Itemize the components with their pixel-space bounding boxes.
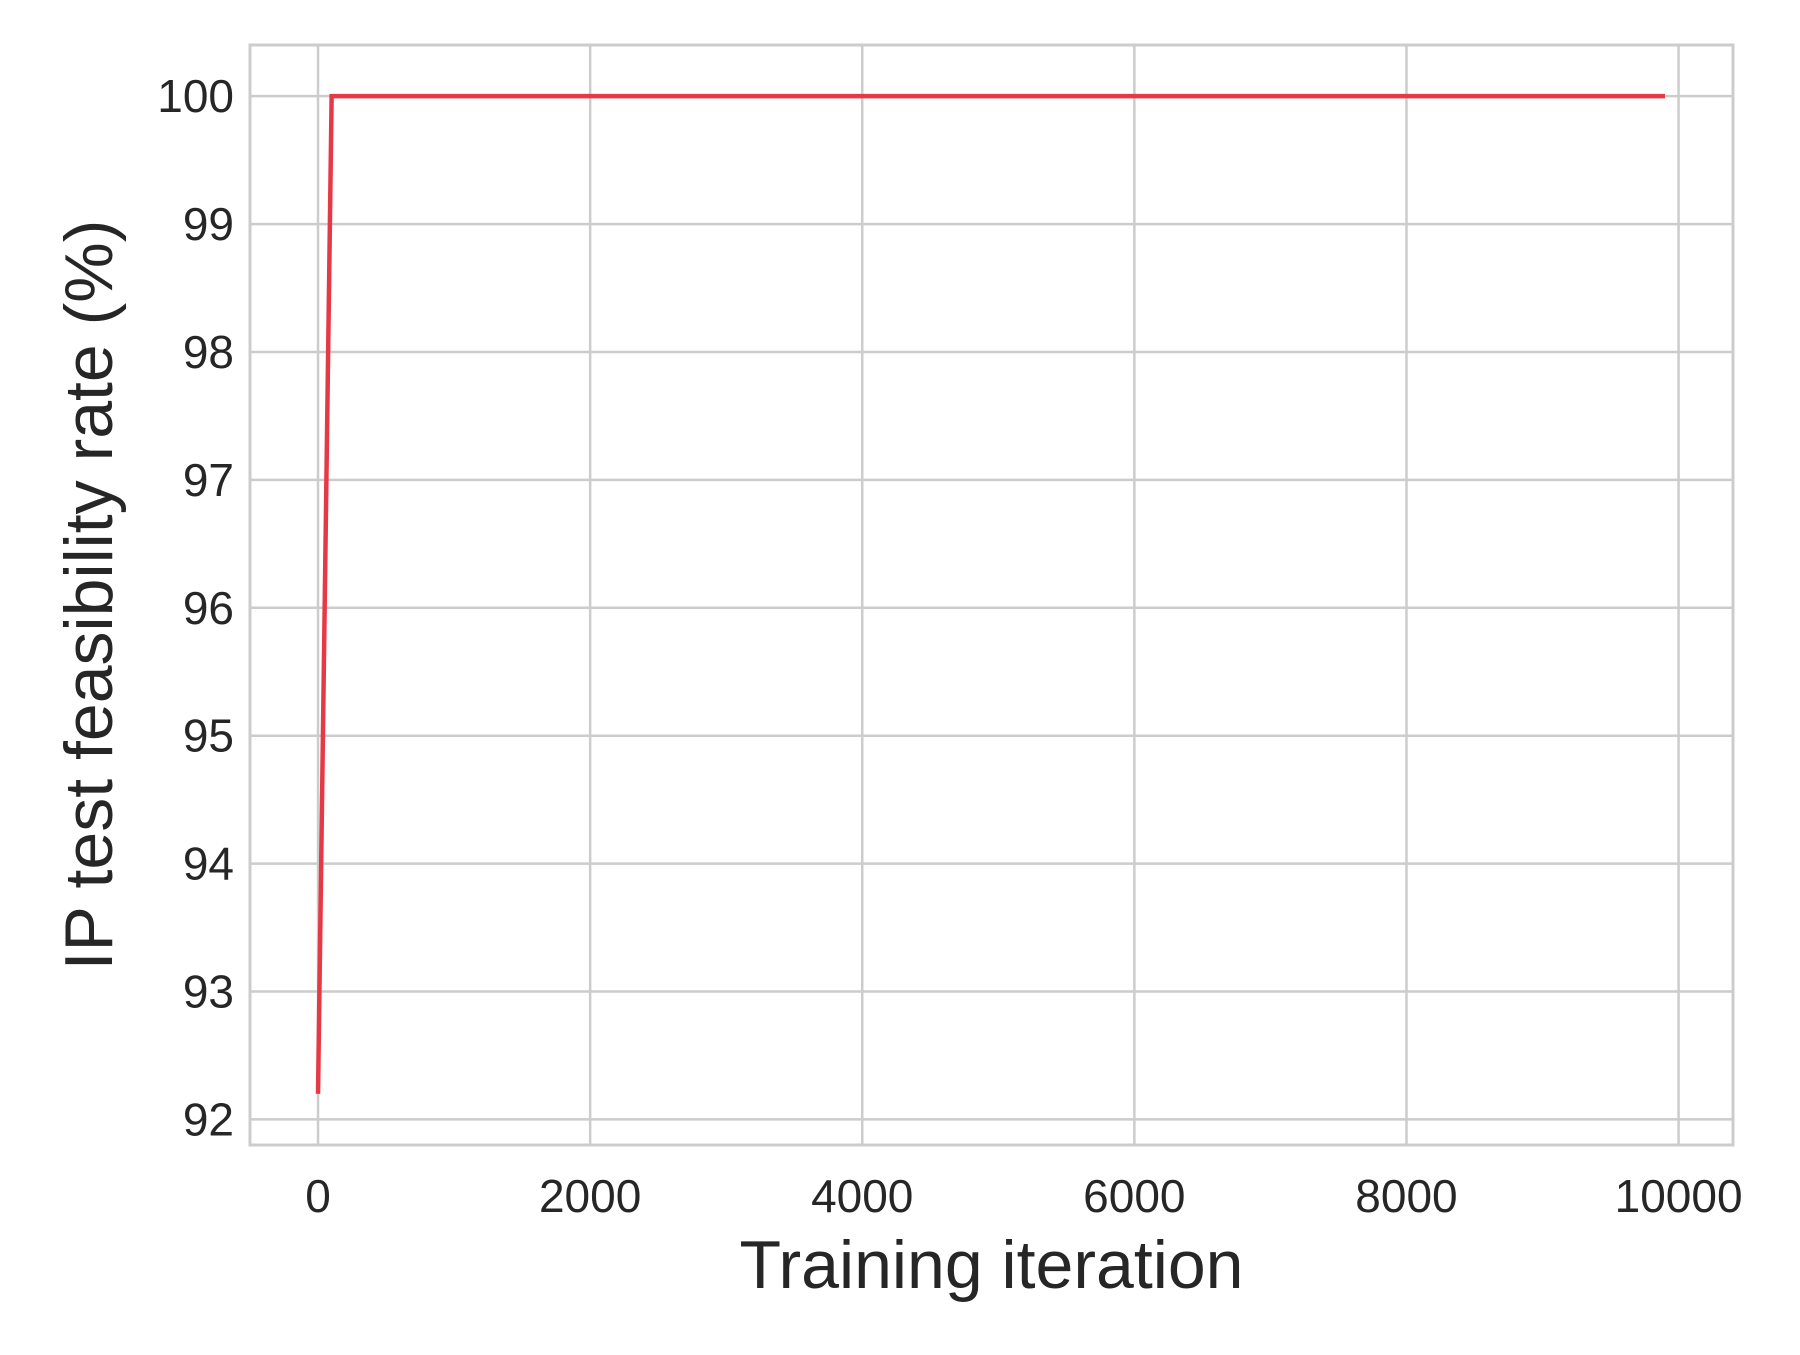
y-tick-label: 95	[183, 710, 234, 762]
x-tick-label: 6000	[1083, 1170, 1185, 1222]
y-tick-label: 100	[157, 70, 234, 122]
y-tick-label: 94	[183, 838, 234, 890]
y-tick-label: 97	[183, 454, 234, 506]
series-line	[315, 93, 1665, 1094]
y-tick-label: 98	[183, 326, 234, 378]
y-tick-label: 93	[183, 966, 234, 1018]
y-axis-title: IP test feasibility rate (%)	[51, 220, 127, 971]
x-tick-label: 0	[305, 1170, 331, 1222]
y-tick-label: 92	[183, 1093, 234, 1145]
x-tick-label: 2000	[539, 1170, 641, 1222]
x-tick-label: 10000	[1615, 1170, 1743, 1222]
y-tick-label: 96	[183, 582, 234, 634]
x-axis-title: Training iteration	[740, 1227, 1244, 1303]
y-tick-label: 99	[183, 198, 234, 250]
grid	[250, 45, 1733, 1145]
x-tick-label: 8000	[1355, 1170, 1457, 1222]
series-layer	[315, 93, 1665, 1094]
x-tick-label: 4000	[811, 1170, 913, 1222]
plot-frame	[248, 43, 1735, 1147]
tick-labels: 0 2000 4000 6000 8000 10000 92 93 94 95 96 97 98 99 10…	[157, 70, 1742, 1222]
